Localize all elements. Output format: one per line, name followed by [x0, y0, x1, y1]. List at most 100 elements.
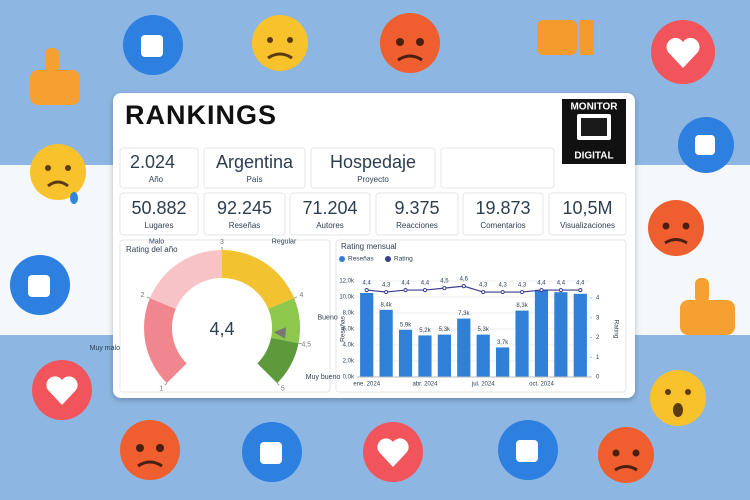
gauge-band: [144, 298, 187, 384]
bar-label: 8,4k: [380, 302, 392, 308]
like-hand: [30, 48, 80, 105]
chart-title: Rating mensual: [341, 242, 397, 251]
bar: [398, 329, 413, 377]
rating-point: [384, 289, 389, 295]
kpi-value: 71.204: [302, 198, 357, 218]
gauge-tick-label: 2: [141, 292, 145, 299]
logo-text: DIGITAL: [574, 151, 613, 162]
kpi-card: [119, 147, 199, 189]
bar-label: 8,3k: [516, 303, 528, 309]
rating-point: [481, 289, 486, 295]
kpi-value: 9.375: [394, 198, 439, 218]
kpi-card: [289, 192, 371, 236]
rating-point: [539, 287, 544, 293]
y2-tick-label: 4: [596, 296, 600, 302]
gauge-tick: [293, 296, 298, 299]
legend-marker: [339, 256, 345, 262]
sad-face: [252, 15, 308, 71]
y-axis-title: Reseñas: [340, 315, 347, 341]
rating-label: 4,4: [363, 281, 372, 287]
like-icon: [242, 422, 302, 482]
kpi-value: 10,5M: [562, 198, 612, 218]
gauge-tick: [298, 342, 302, 345]
bar: [515, 310, 529, 377]
bar: [437, 334, 451, 377]
legend-label: Reseñas: [348, 256, 374, 263]
heart-icon: [651, 20, 715, 84]
y-tick-label: 10,0k: [339, 295, 355, 301]
angry-face: [648, 200, 704, 256]
x-tick-label: jul. 2024: [471, 382, 495, 388]
kpi-card: [203, 192, 286, 236]
surprised-face: [650, 370, 706, 426]
rating-label: 4,6: [460, 277, 469, 283]
angry-face: [120, 420, 180, 480]
y2-tick-label: 3: [596, 315, 600, 321]
logo-screen-inner: [581, 118, 607, 136]
rating-point: [461, 284, 466, 289]
gauge-tick-label: 3: [220, 239, 224, 246]
rating-label: 4,4: [537, 281, 546, 287]
kpi-label: Visualizaciones: [560, 221, 615, 230]
angry-face: [598, 427, 654, 483]
bar-label: 5,2k: [419, 328, 431, 334]
like-icon: [498, 420, 558, 480]
kpi-label: Reseñas: [229, 221, 261, 230]
gauge-tick: [276, 382, 280, 386]
band-label: Malo: [149, 238, 164, 245]
rating-line: [366, 285, 581, 293]
gauge-tick-label: 4,5: [301, 342, 311, 349]
kpi-label: Comentarios: [480, 221, 525, 230]
bar-label: 5,9k: [400, 322, 412, 328]
gauge-value: 4,4: [209, 319, 234, 339]
empty-card: [440, 147, 555, 189]
like-hand: [680, 278, 735, 335]
rating-label: 4,3: [382, 283, 391, 289]
bar: [457, 318, 471, 377]
rating-label: 4,4: [421, 281, 430, 287]
dislike-icon: [537, 20, 594, 55]
y2-axis-title: Rating: [612, 320, 619, 339]
y-tick-label: 4,0k: [343, 343, 355, 349]
x-tick-label: ene. 2024: [353, 382, 380, 388]
y2-tick-label: 1: [596, 355, 600, 361]
kpi-label: Lugares: [145, 221, 174, 230]
rating-point: [403, 287, 408, 293]
like-icon: [678, 117, 734, 173]
gauge-tick: [146, 296, 151, 299]
legend-label: Rating: [394, 256, 413, 263]
rating-label: 4,4: [557, 281, 566, 287]
y-tick-label: 6,0k: [343, 327, 355, 333]
kpi-value: 50.882: [131, 198, 186, 218]
x-tick-label: abr. 2024: [412, 382, 438, 388]
rating-point: [422, 287, 428, 293]
bar-label: 3,7k: [497, 340, 509, 346]
gauge-band: [222, 250, 295, 309]
bar: [379, 309, 393, 377]
like-icon: [10, 255, 70, 315]
bar: [554, 292, 568, 377]
rating-label: 4,3: [479, 283, 488, 289]
kpi-value: 92.245: [217, 198, 272, 218]
bar: [534, 289, 549, 377]
emoji-decor: [10, 13, 735, 483]
kpi-card: [203, 147, 306, 189]
kpi-card: [310, 147, 436, 189]
x-tick-label: oct. 2024: [529, 382, 554, 388]
chart-title: Rating del año: [126, 245, 178, 254]
rating-point: [578, 287, 583, 293]
rating-label: 4,3: [518, 283, 527, 289]
y-tick-label: 2,0k: [343, 359, 355, 365]
y-tick-label: 12,0k: [339, 279, 355, 285]
angry-face: [380, 13, 440, 73]
kpi-card: [119, 192, 199, 236]
logo: MONITOR DIGITAL: [562, 99, 626, 164]
y-tick-label: 0,0k: [343, 375, 355, 381]
gauge-tick-label: 1: [159, 386, 163, 393]
bar: [476, 334, 490, 377]
band-label: Bueno: [317, 315, 337, 322]
y-tick-label: 8,0k: [343, 311, 355, 317]
y2-tick-label: 2: [596, 335, 600, 341]
kpi-value: Argentina: [216, 152, 294, 172]
